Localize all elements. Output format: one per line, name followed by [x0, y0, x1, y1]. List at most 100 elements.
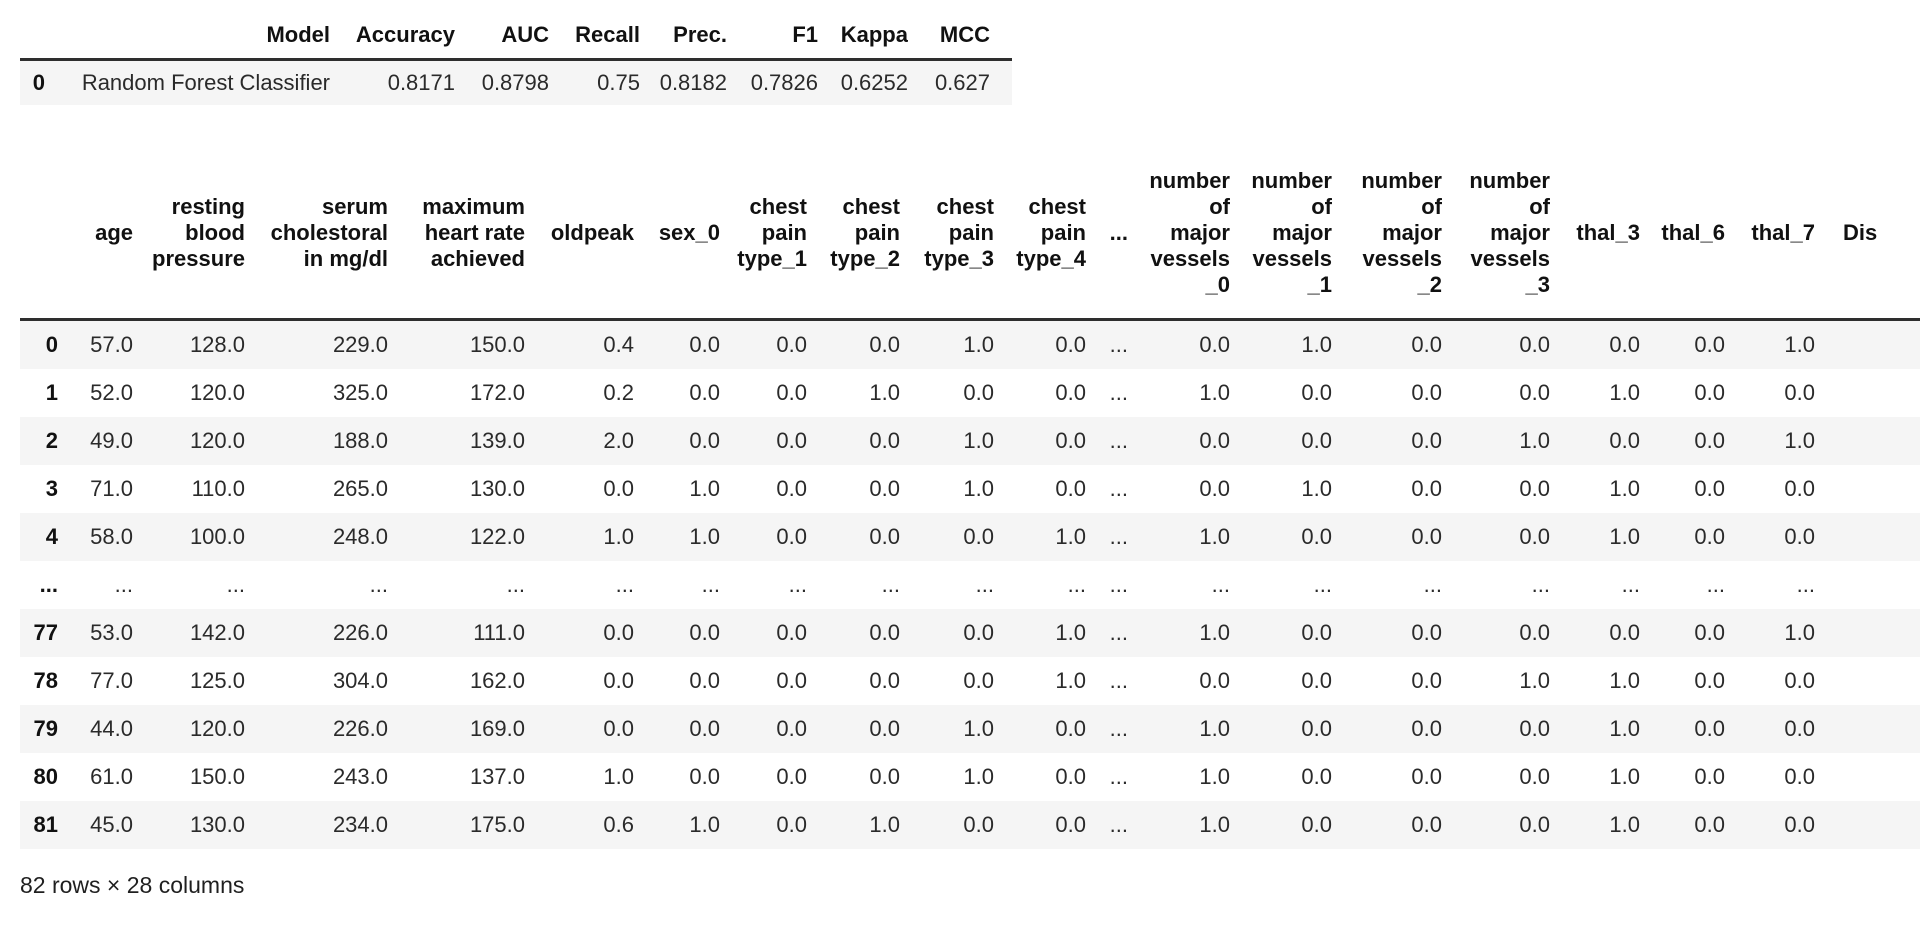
table-cell: 0.0: [1411, 620, 1442, 645]
table-row: 81 45.0 130.0 234.0 175.0 0.6 1.0 0.0 1.0 0.0 0.0.…: [20, 801, 1920, 849]
column-header: resting blood pressure: [133, 154, 245, 321]
table-cell: ...: [506, 572, 525, 597]
table-cell: 0.0: [1784, 764, 1815, 789]
table-cell: 0.75: [597, 70, 640, 95]
table-cell: 0.0: [1694, 620, 1725, 645]
table-cell: 1.0: [1519, 428, 1550, 453]
table-cell: 0.0: [1055, 476, 1086, 501]
row-index: 79: [33, 716, 58, 741]
table-cell: 0.0: [1411, 668, 1442, 693]
table-cell: ...: [114, 572, 133, 597]
table-cell: 0.0: [776, 620, 807, 645]
column-header: thal_6: [1640, 154, 1725, 321]
model-metrics-table: Model Accuracy AUC Recall Prec. F1 Kappa MCC 0 Ra…: [20, 16, 1012, 105]
table-row: 4 58.0 100.0 248.0 122.0 1.0 1.0 0.0 0.0 0.0 1.0..…: [20, 513, 1920, 561]
column-header: maximum heart rate achieved: [388, 154, 525, 321]
table-cell: 0.0: [1519, 620, 1550, 645]
table-cell: 0.0: [963, 812, 994, 837]
table-cell: 0.0: [1784, 716, 1815, 741]
table-cell: 1.0: [1609, 668, 1640, 693]
table-cell: 0.2: [603, 380, 634, 405]
table-cell: 122.0: [469, 524, 525, 549]
table-cell: ...: [1211, 572, 1230, 597]
table-cell: 0.0: [1784, 668, 1815, 693]
dataframe-dimensions: 82 rows × 28 columns: [20, 872, 245, 898]
table-cell: Random Forest Classifier: [81, 70, 330, 95]
table-cell: 1.0: [1609, 764, 1640, 789]
table-cell: 1.0: [689, 524, 720, 549]
table-cell: 120.0: [189, 380, 245, 405]
table-cell: 2.0: [603, 428, 634, 453]
table-cell: [1815, 417, 1920, 465]
table-cell: 52.0: [90, 380, 133, 405]
table-cell: 0.0: [1694, 668, 1725, 693]
table-cell: 150.0: [469, 332, 525, 357]
table-cell: 0.0: [1694, 764, 1725, 789]
table-cell: ...: [1109, 428, 1128, 453]
table-cell: ...: [701, 572, 720, 597]
table-cell: 0.0: [776, 764, 807, 789]
table-cell: ...: [1706, 572, 1725, 597]
table-cell: 0.0: [689, 380, 720, 405]
table-cell: 0.0: [1519, 764, 1550, 789]
table-row: 0 Random Forest Classifier 0.8171 0.8798 0.7…: [20, 59, 1012, 105]
table-cell: [1815, 561, 1920, 609]
table-cell: [1815, 369, 1920, 417]
table-cell: 0.0: [1519, 476, 1550, 501]
table-cell: 0.0: [1694, 812, 1725, 837]
table-cell: 1.0: [1609, 524, 1640, 549]
table-cell: 0.0: [1519, 524, 1550, 549]
table-cell: 0.0: [1301, 668, 1332, 693]
table-cell: 1.0: [1199, 716, 1230, 741]
table-cell: 58.0: [90, 524, 133, 549]
table-cell: 1.0: [1609, 716, 1640, 741]
table-cell: 1.0: [1199, 764, 1230, 789]
header-row: Model Accuracy AUC Recall Prec. F1 Kappa MCC: [20, 16, 1012, 61]
table-cell: ...: [226, 572, 245, 597]
table-cell: 0.0: [869, 332, 900, 357]
table-cell: 0.0: [603, 476, 634, 501]
table-cell: ...: [1109, 668, 1128, 693]
table-cell: ...: [788, 572, 807, 597]
table-cell: 0.0: [1301, 380, 1332, 405]
table-cell: 0.6: [603, 812, 634, 837]
table-cell: 0.0: [1411, 332, 1442, 357]
table-cell: 0.0: [776, 332, 807, 357]
column-header: chest pain type_1: [720, 154, 807, 321]
table-cell: ...: [1109, 476, 1128, 501]
table-cell: 0.0: [1784, 476, 1815, 501]
table-row: 2 49.0 120.0 188.0 139.0 2.0 0.0 0.0 0.0 1.0 0.0..…: [20, 417, 1920, 465]
table-cell: 0.0: [776, 524, 807, 549]
table-cell: 0.627: [934, 70, 990, 95]
table-cell: 0.0: [1784, 380, 1815, 405]
table-cell: 162.0: [469, 668, 525, 693]
table-cell: 0.0: [1519, 716, 1550, 741]
notebook-output-area: Model Accuracy AUC Recall Prec. F1 Kappa MCC 0 Ra…: [20, 16, 1920, 898]
table-cell: ...: [369, 572, 388, 597]
table-cell: 1.0: [963, 428, 994, 453]
table-cell: 0.0: [1301, 716, 1332, 741]
table-cell: 0.0: [1411, 764, 1442, 789]
table-cell: 304.0: [332, 668, 388, 693]
table-cell: 0.0: [1055, 812, 1086, 837]
table-cell: 0.0: [869, 476, 900, 501]
table-cell: 0.4: [603, 332, 634, 357]
table-cell: 1.0: [869, 812, 900, 837]
table-cell: 0.6252: [840, 70, 908, 95]
table-cell: 1.0: [1784, 428, 1815, 453]
table-cell: 0.7826: [750, 70, 818, 95]
table-cell: ...: [1313, 572, 1332, 597]
table-cell: 0.0: [1199, 476, 1230, 501]
table-cell: 0.0: [689, 764, 720, 789]
table-cell: 325.0: [332, 380, 388, 405]
table-cell: 0.0: [689, 332, 720, 357]
table-cell: 0.0: [963, 668, 994, 693]
table-cell: 71.0: [90, 476, 133, 501]
table-row: 79 44.0 120.0 226.0 169.0 0.0 0.0 0.0 0.0 1.0 0.0.…: [20, 705, 1920, 753]
table-cell: 0.0: [869, 668, 900, 693]
table-cell: 1.0: [1055, 524, 1086, 549]
table-cell: 1.0: [1609, 812, 1640, 837]
column-header: Kappa: [818, 16, 908, 61]
column-header: serum cholestoral in mg/dl: [245, 154, 388, 321]
table-cell: 1.0: [1609, 380, 1640, 405]
